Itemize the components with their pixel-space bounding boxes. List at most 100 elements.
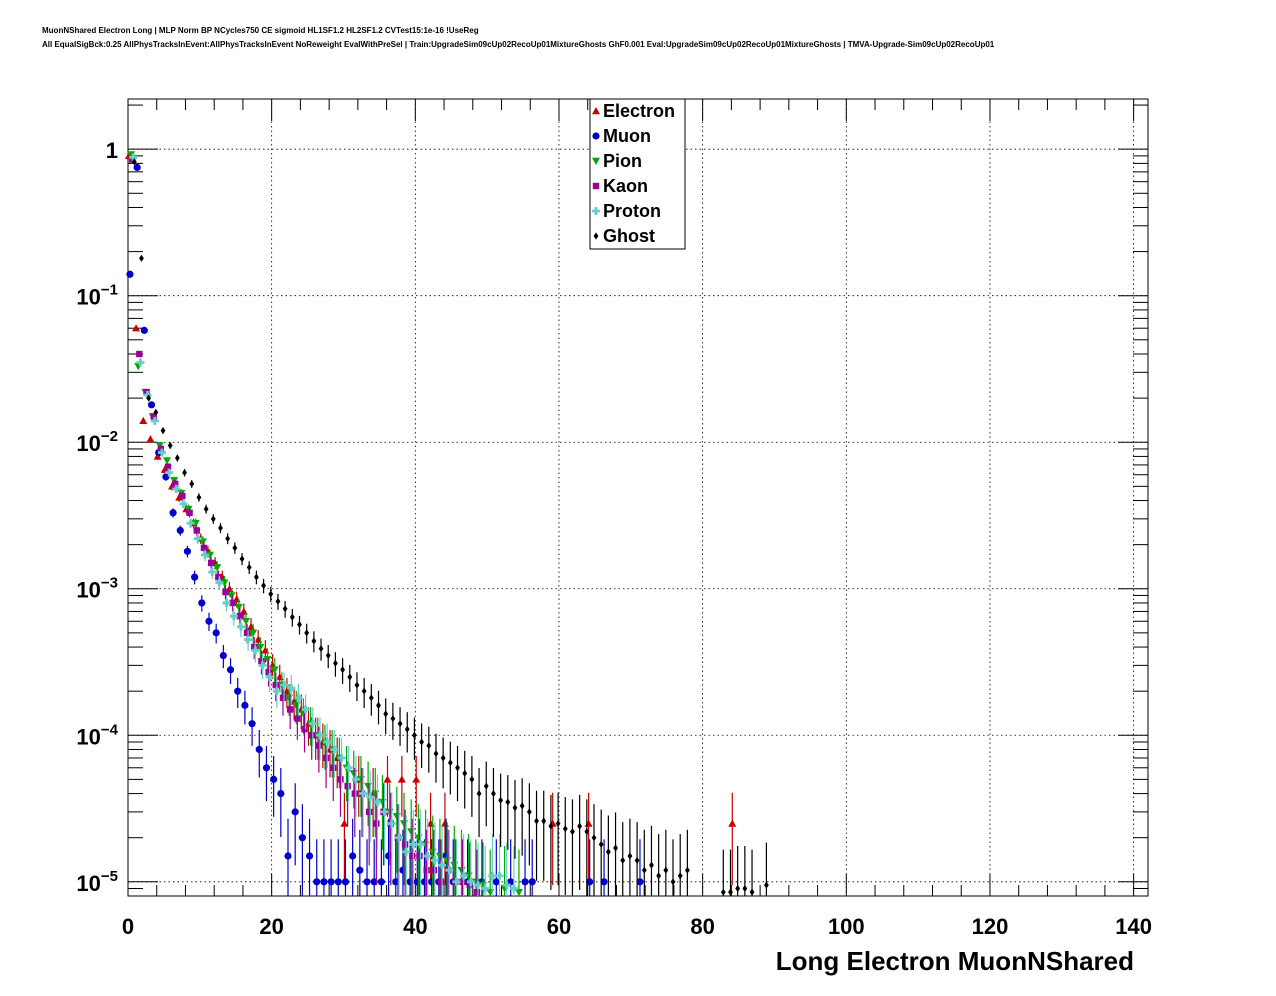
data-point [344,782,351,790]
data-point [208,568,217,577]
data-point [670,878,676,886]
data-point [340,666,345,674]
data-point [186,509,193,516]
data-point [383,775,392,783]
legend-label: Kaon [603,176,648,196]
data-point [636,878,644,886]
data-point [196,493,202,502]
data-point [193,527,200,534]
data-point [416,852,423,860]
data-point [294,693,303,702]
data-point [215,578,224,587]
data-point [488,871,497,880]
data-point [265,672,274,681]
y-tick-label: 10−3 [76,575,118,603]
data-point [620,856,626,864]
data-point [236,622,245,631]
data-point [160,465,169,473]
data-point [189,480,195,488]
data-point [297,620,302,629]
data-point [179,499,188,508]
data-point [229,612,238,621]
series-ghost [131,158,769,896]
data-point [246,563,252,571]
data-point [215,573,222,581]
data-point [251,646,260,655]
data-point [244,635,253,644]
data-point [483,782,489,790]
data-point [649,861,654,869]
data-point [146,394,152,402]
legend: Electron Muon Pion Kaon Proton Ghost [589,98,686,250]
data-point [440,754,446,762]
data-point [366,792,375,801]
data-point [492,878,500,886]
data-point [447,759,453,767]
data-point [304,629,310,637]
legend-entry-kaon: Kaon [592,176,648,196]
series-electron [124,151,737,886]
chart-title-line2: All EqualSigBck:0.25 AllPhysTracksInEven… [42,40,995,49]
legend-entry-muon: Muon [592,126,651,146]
data-point [409,840,418,849]
data-point [164,463,172,470]
data-point [728,888,733,896]
data-point [397,775,406,783]
data-point [437,878,445,886]
data-point [323,737,332,746]
data-point [229,599,236,607]
data-point [201,550,210,559]
y-tick-label: 10−2 [76,428,118,456]
data-point [318,645,324,653]
data-point [354,681,360,689]
data-point [416,840,425,849]
data-point [315,742,323,749]
data-point [641,866,647,874]
data-point [167,441,173,450]
data-point [253,573,259,581]
data-point [337,753,346,762]
data-point [256,643,265,652]
data-point [272,687,281,696]
data-point [600,878,608,886]
data-point [282,605,288,613]
data-point [174,454,180,462]
data-point [400,820,409,828]
data-point [255,745,263,754]
data-point [380,807,389,816]
data-point [502,881,511,890]
data-point [172,480,179,488]
data-point [521,878,529,886]
data-point [407,828,416,836]
data-point [409,852,416,860]
data-point [157,448,166,457]
legend-label: Proton [603,201,661,221]
data-point [284,852,292,860]
data-point [397,720,403,728]
data-point [519,802,525,810]
data-point [430,866,438,874]
legend-marker [592,107,600,115]
data-point [749,888,755,896]
data-point [363,878,371,886]
legend-marker [592,182,600,190]
data-point [333,659,338,667]
data-point [591,834,597,842]
data-point [383,710,389,718]
data-point [218,524,223,532]
data-point [129,153,138,162]
data-point [426,742,432,750]
data-point [555,819,561,828]
data-point [634,856,640,864]
data-point [247,622,256,630]
data-point [234,603,243,612]
data-point [289,613,295,621]
data-point [179,492,186,500]
data-point [315,731,324,740]
data-point [455,764,460,772]
data-point [473,888,481,896]
data-point [359,789,368,798]
data-point [183,547,192,555]
data-point [131,158,137,166]
data-point [150,413,157,420]
